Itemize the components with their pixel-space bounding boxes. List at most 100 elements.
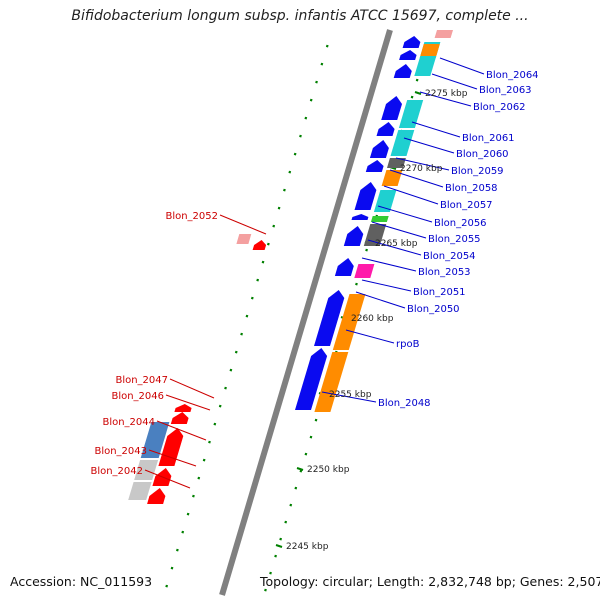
leader-line — [219, 214, 267, 235]
leader-line — [345, 329, 395, 344]
cds-feature — [236, 234, 252, 244]
plus-strand-gene — [343, 226, 364, 246]
scale-major-tick — [296, 467, 304, 471]
gene-label: Blon_2059 — [451, 166, 504, 177]
genome-backbone — [219, 29, 393, 596]
gene-label: Blon_2052 — [165, 211, 218, 222]
scale-tick-left — [202, 458, 206, 462]
plus-strand-gene — [354, 182, 377, 210]
scale-major-tick — [414, 91, 422, 95]
cds-feature — [398, 100, 424, 128]
gene-label: Blon_2044 — [102, 417, 155, 428]
scale-major-tick — [275, 544, 283, 548]
gene-label: rpoB — [396, 339, 420, 350]
plus-strand-gene — [402, 36, 421, 48]
scale-tick-right — [269, 571, 272, 575]
minus-strand-gene — [158, 428, 184, 466]
cds-feature — [332, 294, 366, 350]
leader-line — [371, 221, 427, 239]
scale-label: 2245 kbp — [286, 542, 329, 552]
gene-label: Blon_2043 — [94, 446, 147, 457]
scale-tick-left — [240, 332, 243, 336]
leader-line — [361, 257, 417, 272]
map-title: Bifidobacterium longum subsp. infantis A… — [71, 8, 529, 24]
leader-line — [144, 469, 191, 489]
scale-tick-right — [289, 503, 293, 507]
leader-line — [148, 449, 197, 467]
gene-label: Blon_2055 — [428, 234, 481, 245]
scale-tick-left — [234, 350, 238, 354]
scale-tick-left — [165, 584, 169, 588]
plus-strand-gene — [376, 122, 395, 136]
minus-strand-gene — [252, 240, 267, 250]
plus-strand-gene — [369, 140, 389, 158]
cds-feature — [390, 130, 415, 156]
scale-tick-left — [250, 296, 254, 300]
scale-tick-right — [279, 537, 283, 541]
scale-tick-left — [213, 422, 217, 426]
topology-text: Topology: circular; Length: 2,832,748 bp… — [260, 574, 600, 589]
plus-strand-gene — [393, 64, 412, 78]
scale-tick-left — [309, 98, 313, 102]
minus-strand-gene — [174, 404, 192, 412]
plus-strand-gene — [314, 290, 345, 346]
plus-strand-gene — [334, 258, 354, 276]
scale-label: 2265 kbp — [375, 239, 418, 249]
scale-tick-left — [261, 260, 265, 264]
plus-strand-gene — [365, 160, 384, 172]
scale-tick-right — [284, 520, 288, 524]
cds-feature — [387, 158, 406, 168]
gene-label: Blon_2053 — [418, 267, 471, 278]
minus-strand-gene — [170, 412, 189, 424]
scale-tick-left — [176, 548, 179, 552]
gene-label: Blon_2048 — [378, 398, 431, 409]
gene-label: Blon_2058 — [445, 183, 498, 194]
gene-label: Blon_2054 — [423, 251, 476, 262]
accession-text: Accession: NC_011593 — [10, 574, 153, 589]
scale-label: 2250 kbp — [307, 465, 350, 475]
gene-label: Blon_2056 — [434, 218, 487, 229]
gene-label: Blon_2060 — [456, 149, 509, 160]
gene-label: Blon_2064 — [486, 70, 539, 81]
scale-label: 2275 kbp — [425, 89, 468, 99]
scale-tick-left — [181, 530, 185, 534]
cds-feature — [419, 44, 440, 58]
leader-line — [377, 205, 433, 223]
cds-feature — [414, 56, 437, 76]
leader-line — [355, 291, 406, 309]
leader-line — [367, 239, 422, 256]
leader-line — [169, 378, 215, 399]
scale-tick-right — [264, 588, 267, 592]
scale-tick-left — [256, 278, 260, 282]
leader-line — [419, 91, 472, 107]
scale-tick-left — [170, 566, 174, 570]
scale-tick-left — [293, 152, 297, 156]
leader-line — [389, 169, 444, 188]
scale-tick-left — [267, 242, 270, 246]
scale-tick-right — [415, 78, 419, 82]
gene-label: Blon_2042 — [90, 466, 143, 477]
plus-strand-gene — [351, 214, 369, 220]
scale-label: 2260 kbp — [351, 314, 394, 324]
scale-tick-left — [272, 224, 276, 228]
gene-label: Blon_2046 — [111, 391, 164, 402]
scale-tick-left — [192, 494, 195, 498]
leader-line — [439, 57, 485, 75]
scale-tick-right — [365, 248, 368, 252]
leader-line — [156, 420, 207, 441]
scale-labels: 2275 kbp 2270 kbp 2265 kbp 2260 kbp 2255 kbp… — [286, 89, 468, 552]
scale-tick-left — [218, 404, 222, 408]
scale-label: 2255 kbp — [329, 390, 372, 400]
gene-features — [128, 30, 453, 504]
leader-line — [321, 391, 377, 403]
plus-strand-gene — [381, 96, 402, 120]
gene-label: Blon_2057 — [440, 200, 493, 211]
leader-line — [165, 394, 211, 411]
gene-label: Blon_2047 — [115, 375, 168, 386]
scale-tick-left — [325, 44, 329, 48]
scale-tick-right — [274, 554, 277, 558]
scale-tick-left — [283, 188, 286, 192]
scale-tick-left — [315, 80, 318, 84]
leader-line — [411, 121, 461, 138]
